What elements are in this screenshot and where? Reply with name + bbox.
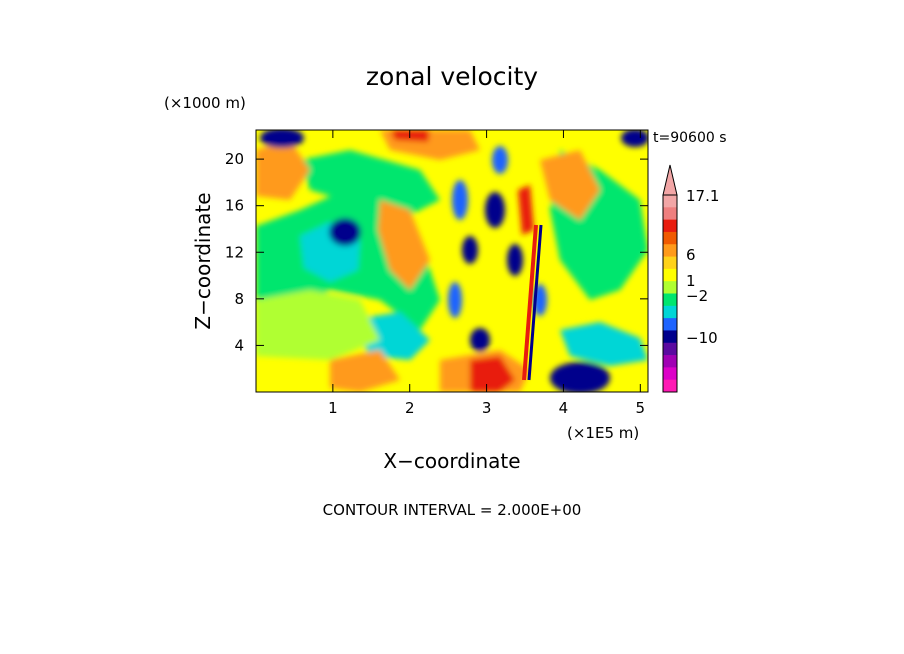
colorbar-swatch <box>663 256 677 270</box>
colorbar-swatch <box>663 305 677 319</box>
field-cell-blue-1 <box>452 180 468 220</box>
field-cell-navy-5 <box>485 192 505 228</box>
field-cell-navy-7 <box>507 244 523 276</box>
colorbar-frame <box>662 194 678 393</box>
x-unit-label: (×1E5 m) <box>567 424 639 442</box>
chart-title: zonal velocity <box>366 62 538 91</box>
field-front-red <box>522 224 538 381</box>
colorbar-swatch <box>663 231 677 245</box>
field-cell-navy-6 <box>462 236 478 264</box>
y-tick-label: 16 <box>225 197 244 215</box>
colorbar-swatch <box>663 355 677 368</box>
x-tick-label: 5 <box>636 399 646 417</box>
field-cell-navy-3 <box>260 130 304 148</box>
y-tick-label: 4 <box>234 336 244 354</box>
colorbar-label: −2 <box>686 287 708 305</box>
field-region-green-upper <box>300 150 440 215</box>
x-tick-label: 4 <box>559 399 569 417</box>
field-front-navy <box>527 224 543 381</box>
y-unit-label: (×1000 m) <box>164 94 246 112</box>
colorbar-swatch <box>663 195 677 208</box>
colorbar-swatch <box>663 244 677 258</box>
x-tick-label: 1 <box>328 399 338 417</box>
field-cell-navy-1 <box>329 218 361 246</box>
colorbar-label: −10 <box>686 329 718 347</box>
field-region-orange-left <box>256 140 310 200</box>
field-cell-navy-8 <box>470 328 490 352</box>
field-region-cyan-right <box>560 322 648 366</box>
field-cell-blue-4 <box>492 146 508 174</box>
field-cell-navy-2 <box>550 362 610 392</box>
colorbar-swatch <box>663 318 677 331</box>
colorbar-arrow <box>662 164 678 196</box>
x-tick-label: 3 <box>482 399 492 417</box>
colorbar-swatch <box>663 219 677 233</box>
colorbar-swatch <box>663 293 677 307</box>
colorbar-swatch <box>663 281 677 294</box>
colorbar-swatch <box>663 330 677 344</box>
colorbar-label: 17.1 <box>686 187 719 205</box>
colorbar-swatch <box>663 379 677 393</box>
colorbar-label: 1 <box>686 272 696 290</box>
y-tick-label: 20 <box>225 150 244 168</box>
field-cell-blue-2 <box>448 282 462 318</box>
field-region-lightgreen <box>256 290 380 360</box>
plot-frame <box>255 129 649 393</box>
time-label: t=90600 s <box>653 130 727 146</box>
colorbar-swatch <box>663 207 677 221</box>
field-region-orange-lowerleft <box>330 350 400 392</box>
contour-interval: CONTOUR INTERVAL = 2.000E+00 <box>323 501 582 519</box>
y-tick-label: 12 <box>225 243 244 261</box>
colorbar-swatch <box>663 367 677 381</box>
field-region-red-2 <box>470 356 515 392</box>
field-cell-navy-4 <box>621 130 648 147</box>
colorbar-swatch <box>663 268 677 282</box>
colorbar-label: 6 <box>686 246 696 264</box>
y-tick-label: 8 <box>234 290 244 308</box>
x-axis-label: X−coordinate <box>383 449 520 473</box>
field-region-red-3 <box>518 185 534 235</box>
x-tick-label: 2 <box>405 399 415 417</box>
y-axis-label: Z−coordinate <box>191 192 215 329</box>
plot-area <box>255 129 649 393</box>
colorbar-swatch <box>663 342 677 356</box>
field-region-orange-mid <box>378 200 430 290</box>
contour-field <box>256 130 648 392</box>
field-region-orange-right <box>540 150 600 220</box>
colorbar: 17.1 6 1−2 −10 <box>662 164 719 393</box>
